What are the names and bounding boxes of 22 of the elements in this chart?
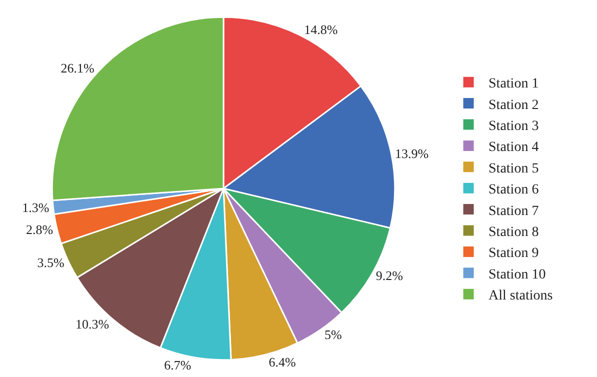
data-label: 6.7% [164,357,192,372]
legend-label: Station 8 [488,224,539,240]
legend-label: Station 3 [488,118,539,134]
data-label: 2.8% [26,222,54,237]
data-label: 6.4% [268,354,296,370]
legend-label: Station 2 [488,98,539,113]
legend-label: Station 9 [488,246,539,262]
data-label: 5% [324,327,342,342]
data-label: 9.2% [376,268,404,284]
legend-label: Station 10 [488,267,546,282]
data-label: 13.9% [395,146,429,161]
data-label: 1.3% [22,200,50,215]
data-label: 3.5% [37,254,64,270]
legend-label: All stations [488,288,553,304]
data-label: 26.1% [60,60,94,76]
legend-label: Station 1 [488,76,539,92]
legend-label: Station 5 [488,161,539,176]
data-label: 14.8% [304,22,338,37]
legend-label: Station 4 [488,140,539,156]
legend-label: Station 7 [488,204,539,219]
data-label: 10.3% [76,316,110,332]
legend-label: Station 6 [488,182,539,198]
